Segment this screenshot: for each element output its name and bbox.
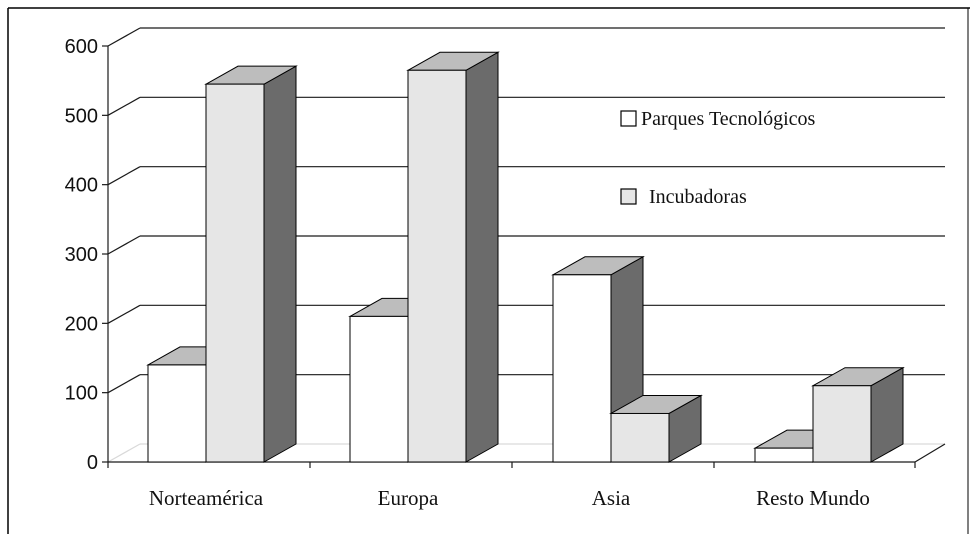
bar-incubadoras-1-front xyxy=(407,69,467,463)
bar-incubadoras-1-side xyxy=(465,51,499,463)
gridline-diagonal xyxy=(107,96,141,116)
y-tick-label: 200 xyxy=(65,313,98,335)
labels: 0 100 200 300 400 500 600 Norteamérica Europa Asi… xyxy=(65,36,870,510)
bar-incubadoras-3 xyxy=(811,366,905,463)
bar-incubadoras-3-front xyxy=(812,385,872,463)
bar-incubadoras-2-front xyxy=(610,412,670,463)
y-tick-label: 300 xyxy=(65,244,98,266)
bar-incubadoras-1 xyxy=(406,51,500,463)
gridline-diagonal xyxy=(107,166,141,186)
x-category-label: Asia xyxy=(592,486,631,510)
y-tick-label: 100 xyxy=(65,383,98,405)
gridline-diagonal xyxy=(107,374,141,394)
x-category-label: Resto Mundo xyxy=(756,486,870,510)
bar-parques-2-front xyxy=(552,274,612,463)
bar-incubadoras-0-side xyxy=(263,65,297,463)
bar-incubadoras-2 xyxy=(609,394,703,463)
legend-swatch xyxy=(620,110,637,127)
y-tick-label: 400 xyxy=(65,175,98,197)
y-tick-label: 600 xyxy=(65,36,98,58)
bar-parques-1-front xyxy=(349,315,409,463)
x-category-label: Norteamérica xyxy=(149,486,264,510)
bar-parques-0-front xyxy=(147,364,207,463)
y-tick-label: 0 xyxy=(87,452,98,474)
gridline-diagonal xyxy=(107,304,141,324)
x-category-label: Europa xyxy=(378,486,439,510)
y-tick-label: 500 xyxy=(65,105,98,127)
legend-swatch xyxy=(620,188,637,205)
legend: Parques Tecnológicos Incubadoras xyxy=(620,108,816,208)
bar-parques-3-front xyxy=(754,447,814,463)
bar-incubadoras-0 xyxy=(204,65,298,463)
bar-incubadoras-0-front xyxy=(205,83,265,463)
floor-right-line xyxy=(914,443,946,463)
gridline-diagonal xyxy=(107,235,141,255)
gridline-diagonal xyxy=(107,27,141,47)
floor-left-line xyxy=(107,443,141,463)
bars xyxy=(146,51,905,463)
legend-label: Parques Tecnológicos xyxy=(641,108,816,130)
legend-label: Incubadoras xyxy=(649,186,747,208)
